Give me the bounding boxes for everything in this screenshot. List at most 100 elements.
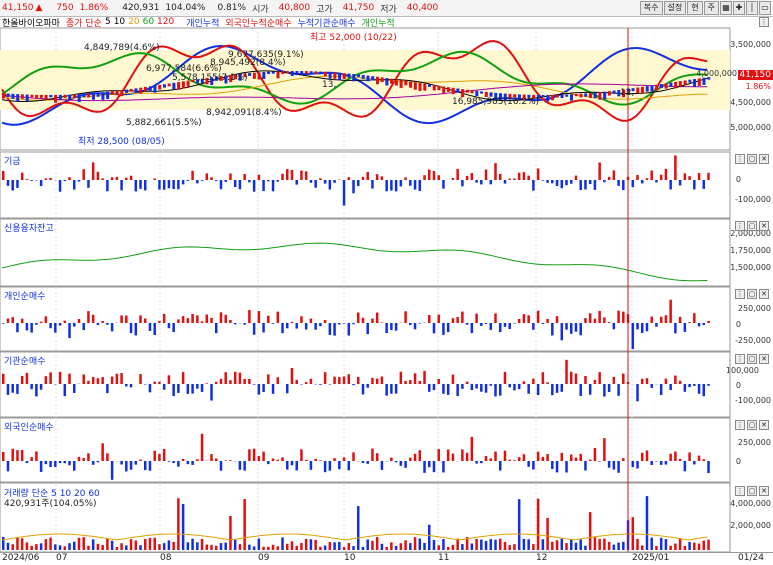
date-tick: 2024/06 bbox=[2, 553, 39, 563]
net-buy-bar bbox=[551, 384, 554, 395]
volume-bar bbox=[490, 539, 493, 550]
candle bbox=[92, 93, 95, 100]
net-buy-bar bbox=[688, 384, 691, 387]
net-buy-bar bbox=[348, 374, 351, 384]
panel-expand-icon[interactable]: ▢ bbox=[747, 221, 757, 231]
net-buy-bar bbox=[480, 323, 483, 326]
net-buy-bar bbox=[201, 180, 204, 181]
volume-bar bbox=[324, 546, 327, 550]
net-buy-bar bbox=[73, 461, 76, 471]
panel-close-icon[interactable]: ✕ bbox=[759, 289, 769, 299]
net-buy-bar bbox=[305, 171, 308, 180]
net-buy-bar bbox=[371, 449, 374, 461]
net-buy-bar bbox=[513, 179, 516, 180]
panel-expand-icon[interactable]: ▢ bbox=[747, 354, 757, 364]
panel-menu-icon[interactable]: ⋮ bbox=[735, 154, 745, 164]
net-buy-bar bbox=[215, 323, 218, 333]
panel-menu-icon[interactable]: ⋮ bbox=[759, 17, 769, 27]
volume-bar bbox=[305, 539, 308, 550]
net-buy-bar bbox=[404, 461, 407, 468]
individual-axis-tick: 0 bbox=[736, 320, 741, 329]
volume-bar bbox=[537, 499, 540, 550]
panel-expand-icon[interactable]: ▢ bbox=[747, 289, 757, 299]
panel-controls: ⋮▢✕ bbox=[735, 486, 769, 496]
net-buy-bar bbox=[381, 461, 384, 470]
stock-chart[interactable] bbox=[0, 0, 773, 552]
volume-bar bbox=[584, 546, 587, 550]
panel-expand-icon[interactable]: ▢ bbox=[747, 420, 757, 430]
net-buy-bar bbox=[120, 180, 123, 190]
net-buy-bar bbox=[243, 461, 246, 471]
net-buy-bar bbox=[16, 323, 19, 332]
net-buy-bar bbox=[182, 459, 185, 461]
volume-bar bbox=[73, 542, 76, 550]
net-buy-bar bbox=[343, 323, 346, 324]
panel-expand-icon[interactable]: ▢ bbox=[747, 154, 757, 164]
volume-bar bbox=[617, 543, 620, 550]
net-buy-bar bbox=[106, 180, 109, 191]
panel-close-icon[interactable]: ✕ bbox=[759, 486, 769, 496]
net-buy-bar bbox=[494, 384, 497, 396]
volume-bar bbox=[485, 541, 488, 550]
net-buy-bar bbox=[7, 180, 10, 186]
net-buy-bar bbox=[224, 372, 227, 384]
volume-bar bbox=[608, 542, 611, 550]
panel-menu-icon[interactable]: ⋮ bbox=[735, 354, 745, 364]
net-buy-bar bbox=[608, 461, 611, 468]
net-buy-bar bbox=[343, 180, 346, 206]
panel-close-icon[interactable]: ✕ bbox=[759, 221, 769, 231]
price-change-tag: 1.86% bbox=[746, 82, 771, 91]
net-buy-bar bbox=[111, 461, 114, 480]
net-buy-bar bbox=[362, 461, 365, 463]
panel-menu-icon[interactable]: ⋮ bbox=[735, 289, 745, 299]
foreign-axis-tick: 250,000 bbox=[738, 438, 771, 447]
candle bbox=[135, 88, 138, 92]
net-buy-bar bbox=[262, 323, 265, 332]
volume-bar bbox=[92, 539, 95, 550]
volume-bar bbox=[253, 546, 256, 550]
net-buy-bar bbox=[135, 461, 138, 465]
net-buy-bar bbox=[201, 384, 204, 392]
volume-bar bbox=[215, 546, 218, 550]
net-buy-bar bbox=[617, 384, 620, 396]
net-buy-bar bbox=[262, 180, 265, 191]
net-buy-bar bbox=[277, 377, 280, 384]
net-buy-bar bbox=[437, 449, 440, 461]
net-buy-bar bbox=[253, 180, 256, 192]
net-buy-bar bbox=[182, 316, 185, 323]
net-buy-bar bbox=[196, 459, 199, 461]
volume-bar bbox=[295, 546, 298, 550]
panel-close-icon[interactable]: ✕ bbox=[759, 154, 769, 164]
candle bbox=[400, 80, 403, 88]
net-buy-bar bbox=[698, 323, 701, 326]
panel-controls: ⋮▢✕ bbox=[735, 221, 769, 231]
candle bbox=[437, 86, 440, 90]
panel-menu-icon[interactable]: ⋮ bbox=[735, 420, 745, 430]
net-buy-bar bbox=[589, 384, 592, 395]
net-buy-bar bbox=[87, 311, 90, 323]
net-buy-bar bbox=[11, 449, 14, 461]
net-buy-bar bbox=[357, 180, 360, 186]
net-buy-bar bbox=[518, 319, 521, 323]
panel-menu-icon[interactable]: ⋮ bbox=[735, 221, 745, 231]
panel-expand-icon[interactable]: ▢ bbox=[747, 486, 757, 496]
volume-bar bbox=[409, 543, 412, 550]
panel-menu-icon[interactable]: ⋮ bbox=[735, 486, 745, 496]
net-buy-bar bbox=[324, 180, 327, 184]
volume-bar bbox=[239, 544, 242, 550]
volume-bar bbox=[575, 543, 578, 550]
volume-bar bbox=[598, 539, 601, 550]
panel-close-icon[interactable]: ✕ bbox=[759, 354, 769, 364]
net-buy-bar bbox=[561, 453, 564, 461]
net-buy-bar bbox=[224, 315, 227, 323]
net-buy-bar bbox=[45, 316, 48, 323]
net-buy-bar bbox=[206, 383, 209, 384]
panel-close-icon[interactable]: ✕ bbox=[759, 420, 769, 430]
volume-bar bbox=[45, 539, 48, 550]
net-buy-bar bbox=[404, 381, 407, 384]
volume-bar bbox=[272, 545, 275, 550]
volume-bar bbox=[329, 542, 332, 550]
net-buy-bar bbox=[475, 180, 478, 183]
net-buy-bar bbox=[78, 457, 81, 461]
net-buy-bar bbox=[679, 317, 682, 323]
